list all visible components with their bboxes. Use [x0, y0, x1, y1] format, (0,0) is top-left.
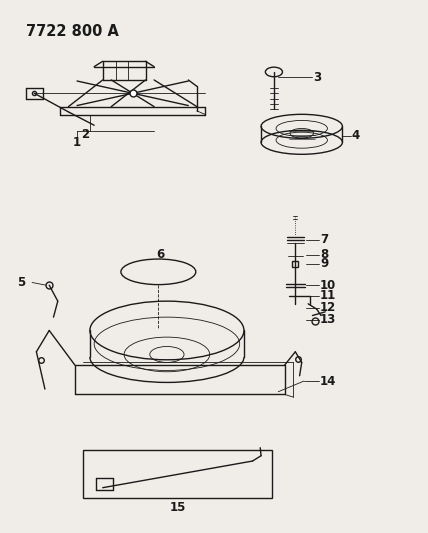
- Text: 6: 6: [156, 248, 165, 261]
- Text: 14: 14: [320, 375, 336, 387]
- Text: 1: 1: [73, 136, 81, 149]
- Text: 3: 3: [313, 71, 321, 84]
- Text: 11: 11: [320, 289, 336, 302]
- Text: 5: 5: [17, 276, 25, 289]
- Text: 4: 4: [352, 130, 360, 142]
- Text: 7: 7: [320, 233, 328, 246]
- Text: 12: 12: [320, 301, 336, 314]
- Text: 7722 800 A: 7722 800 A: [26, 24, 119, 39]
- Text: 8: 8: [320, 248, 328, 261]
- Text: 15: 15: [169, 502, 186, 514]
- Text: 13: 13: [320, 313, 336, 326]
- Text: 10: 10: [320, 279, 336, 292]
- Text: 9: 9: [320, 257, 328, 270]
- Text: 2: 2: [81, 128, 89, 141]
